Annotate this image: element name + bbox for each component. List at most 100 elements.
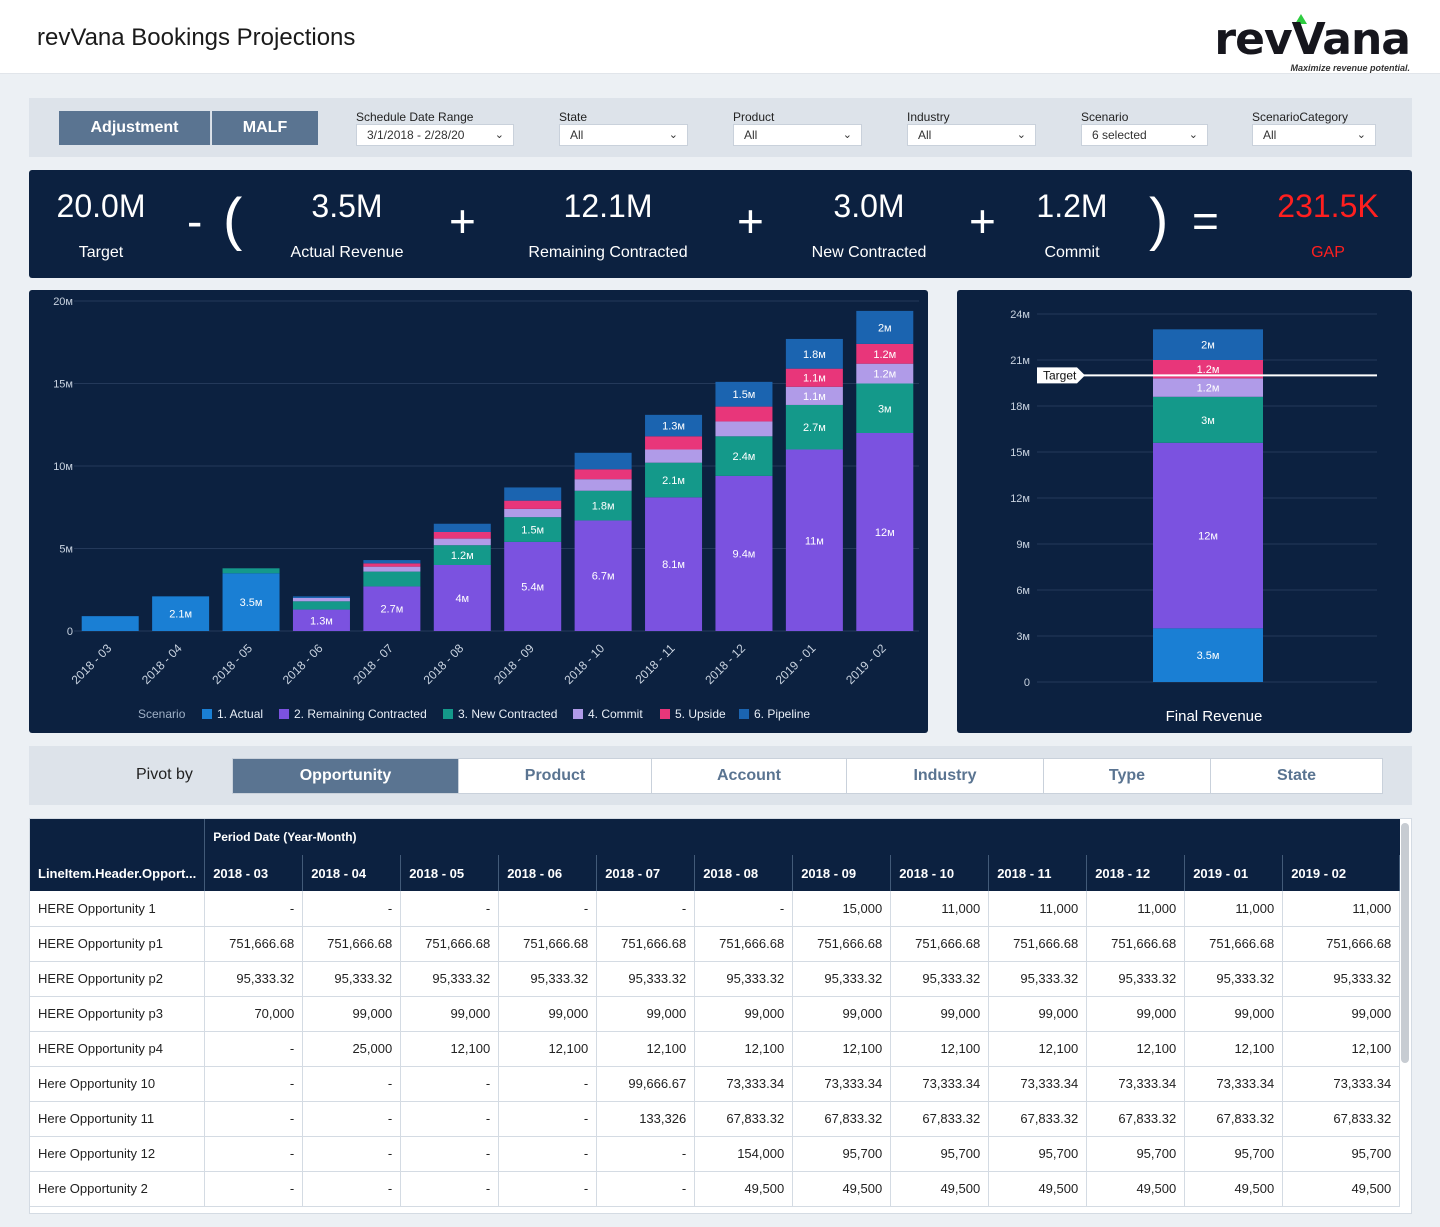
industry-select[interactable]: All ⌄ [907,124,1036,146]
bar-data-label: 2м [1201,340,1215,352]
filter-product: Product All ⌄ [733,110,862,146]
bar-data-label: 1.1м [803,391,826,403]
column-header[interactable]: 2018 - 09 [792,855,892,891]
filter-label: Industry [907,110,950,124]
table-cell: - [400,1136,500,1172]
bar-data-label: 3.5м [1197,650,1220,662]
bar-data-label: 1.1м [803,373,826,385]
column-header[interactable]: 2018 - 11 [988,855,1088,891]
table-cell: 95,700 [988,1136,1088,1172]
bar-data-label: 1.8м [803,349,826,361]
bar-segment-new [574,490,632,521]
bar-segment-upside [363,563,421,567]
bar-segment-commit [504,508,562,518]
table-cell: 73,333.34 [1282,1066,1401,1102]
legend-swatch-new [443,709,453,719]
table-cell: - [204,891,304,927]
pivot-tab-type[interactable]: Type [1044,759,1211,793]
column-header[interactable]: 2018 - 04 [302,855,402,891]
product-select[interactable]: All ⌄ [733,124,862,146]
table-row[interactable]: Here Opportunity 12- - - - -154,000 95,700 95,… [30,1136,1401,1172]
y-tick-label: 15м [1010,447,1030,459]
row-header[interactable]: LineItem.Header.Opport... [30,855,206,891]
table-cell: 95,333.32 [988,961,1088,997]
period-group-header: Period Date (Year-Month) [204,819,1400,855]
row-label: HERE Opportunity p1 [30,926,206,962]
bar-segment-new [715,436,773,476]
table-cell: - [400,1171,500,1207]
table-row[interactable]: HERE Opportunity 1- - - - - -15,000 11,000 11,0… [30,891,1401,927]
logo-triangle-icon [1295,14,1307,24]
column-header[interactable]: 2018 - 05 [400,855,500,891]
pivot-tab-state[interactable]: State [1276,767,1317,784]
table-cell: 11,000 [1086,891,1186,927]
bar-data-label: 2м [878,322,892,334]
table-scrollbar[interactable] [1401,823,1409,1063]
table-cell: 67,833.32 [890,1101,990,1137]
app-header: revVana Bookings Projections revVana Max… [0,0,1440,74]
bar-segment-actual [81,616,139,631]
table-row[interactable]: HERE Opportunity p1 751,666.68 751,666.68 7… [30,926,1401,962]
column-header[interactable]: 2018 - 10 [890,855,990,891]
table-cell: 751,666.68 [596,926,696,962]
table-row[interactable]: Here Opportunity 2- - - - -49,500 49,500 49,50… [30,1171,1401,1207]
y-tick-label: 18м [1010,401,1030,413]
x-tick-label: 2018 - 12 [702,641,748,687]
table-row[interactable]: Here Opportunity 11- - - -133,326 67,833.32 6… [30,1101,1401,1137]
table-cell: 70,000 [204,996,304,1032]
scenario-category-select[interactable]: All ⌄ [1252,124,1376,146]
kpi-gap-label: GAP [1311,244,1345,261]
x-tick-label: 2018 - 05 [209,641,255,687]
bar-segment-upside [645,436,703,450]
legend-label: 5. Upside [675,707,726,721]
table-cell: - [302,1136,402,1172]
table-row[interactable]: HERE Opportunity p2 95,333.32 95,333.32 95,… [30,961,1401,997]
table-cell: 11,000 [1282,891,1401,927]
table-row[interactable]: HERE Opportunity p3 70,000 99,000 99,000 99,… [30,996,1401,1032]
page-title: revVana Bookings Projections [37,24,356,51]
column-header[interactable]: 2018 - 12 [1086,855,1186,891]
malf-toggle-button[interactable]: MALF [212,111,318,145]
chevron-down-icon: ⌄ [842,129,852,141]
pivot-tab-account[interactable]: Account [652,759,847,793]
chevron-down-icon: ⌄ [1016,129,1026,141]
column-header[interactable]: 2018 - 07 [596,855,696,891]
bar-segment-remaining [1153,442,1263,629]
scenario-select[interactable]: 6 selected ⌄ [1081,124,1208,146]
bar-data-label: 4м [455,593,469,605]
legend-swatch-remaining [279,709,289,719]
table-cell: 49,500 [1282,1171,1401,1207]
bar-segment-upside [574,469,632,480]
filter-scenario-category: ScenarioCategory All ⌄ [1252,110,1376,146]
bar-segment-remaining [856,433,914,631]
column-header[interactable]: 2018 - 08 [694,855,794,891]
pivot-tab-opportunity[interactable]: Opportunity [233,759,459,793]
table-row[interactable]: HERE Opportunity p4-25,000 12,100 12,100 12… [30,1031,1401,1067]
date-range-select[interactable]: 3/1/2018 - 2/28/20 ⌄ [356,124,514,146]
bar-segment-remaining [715,475,773,631]
pivot-label: Pivot by [136,766,193,783]
legend-label: 6. Pipeline [754,707,810,721]
adjustment-toggle-button[interactable]: Adjustment [59,111,211,145]
pivot-tab-product[interactable]: Product [459,759,652,793]
column-header[interactable]: 2018 - 03 [204,855,304,891]
table-row[interactable]: Here Opportunity 10- - - -99,666.67 73,333.3… [30,1066,1401,1102]
pivot-tab-industry[interactable]: Industry [847,759,1044,793]
logo-wordmark: revVana [1214,14,1411,65]
column-header[interactable]: 2018 - 06 [498,855,598,891]
bar-segment-upside [856,343,914,364]
kpi-commit-label: Commit [1044,244,1100,261]
column-header[interactable]: 2019 - 01 [1184,855,1284,891]
table-cell: 133,326 [596,1101,696,1137]
kpi-remaining-label: Remaining Contracted [528,244,688,261]
bar-segment-new [1153,396,1263,443]
bar-data-label: 3м [878,403,892,415]
bar-data-label: 1.2м [451,550,474,562]
equals-operator: = [1192,195,1219,247]
row-label: HERE Opportunity p4 [30,1031,206,1067]
bar-data-label: 1.8м [592,501,615,513]
kpi-target-label: Target [78,244,124,261]
column-header[interactable]: 2019 - 02 [1282,855,1401,891]
state-select[interactable]: All ⌄ [559,124,688,146]
table-cell: - [596,1171,696,1207]
